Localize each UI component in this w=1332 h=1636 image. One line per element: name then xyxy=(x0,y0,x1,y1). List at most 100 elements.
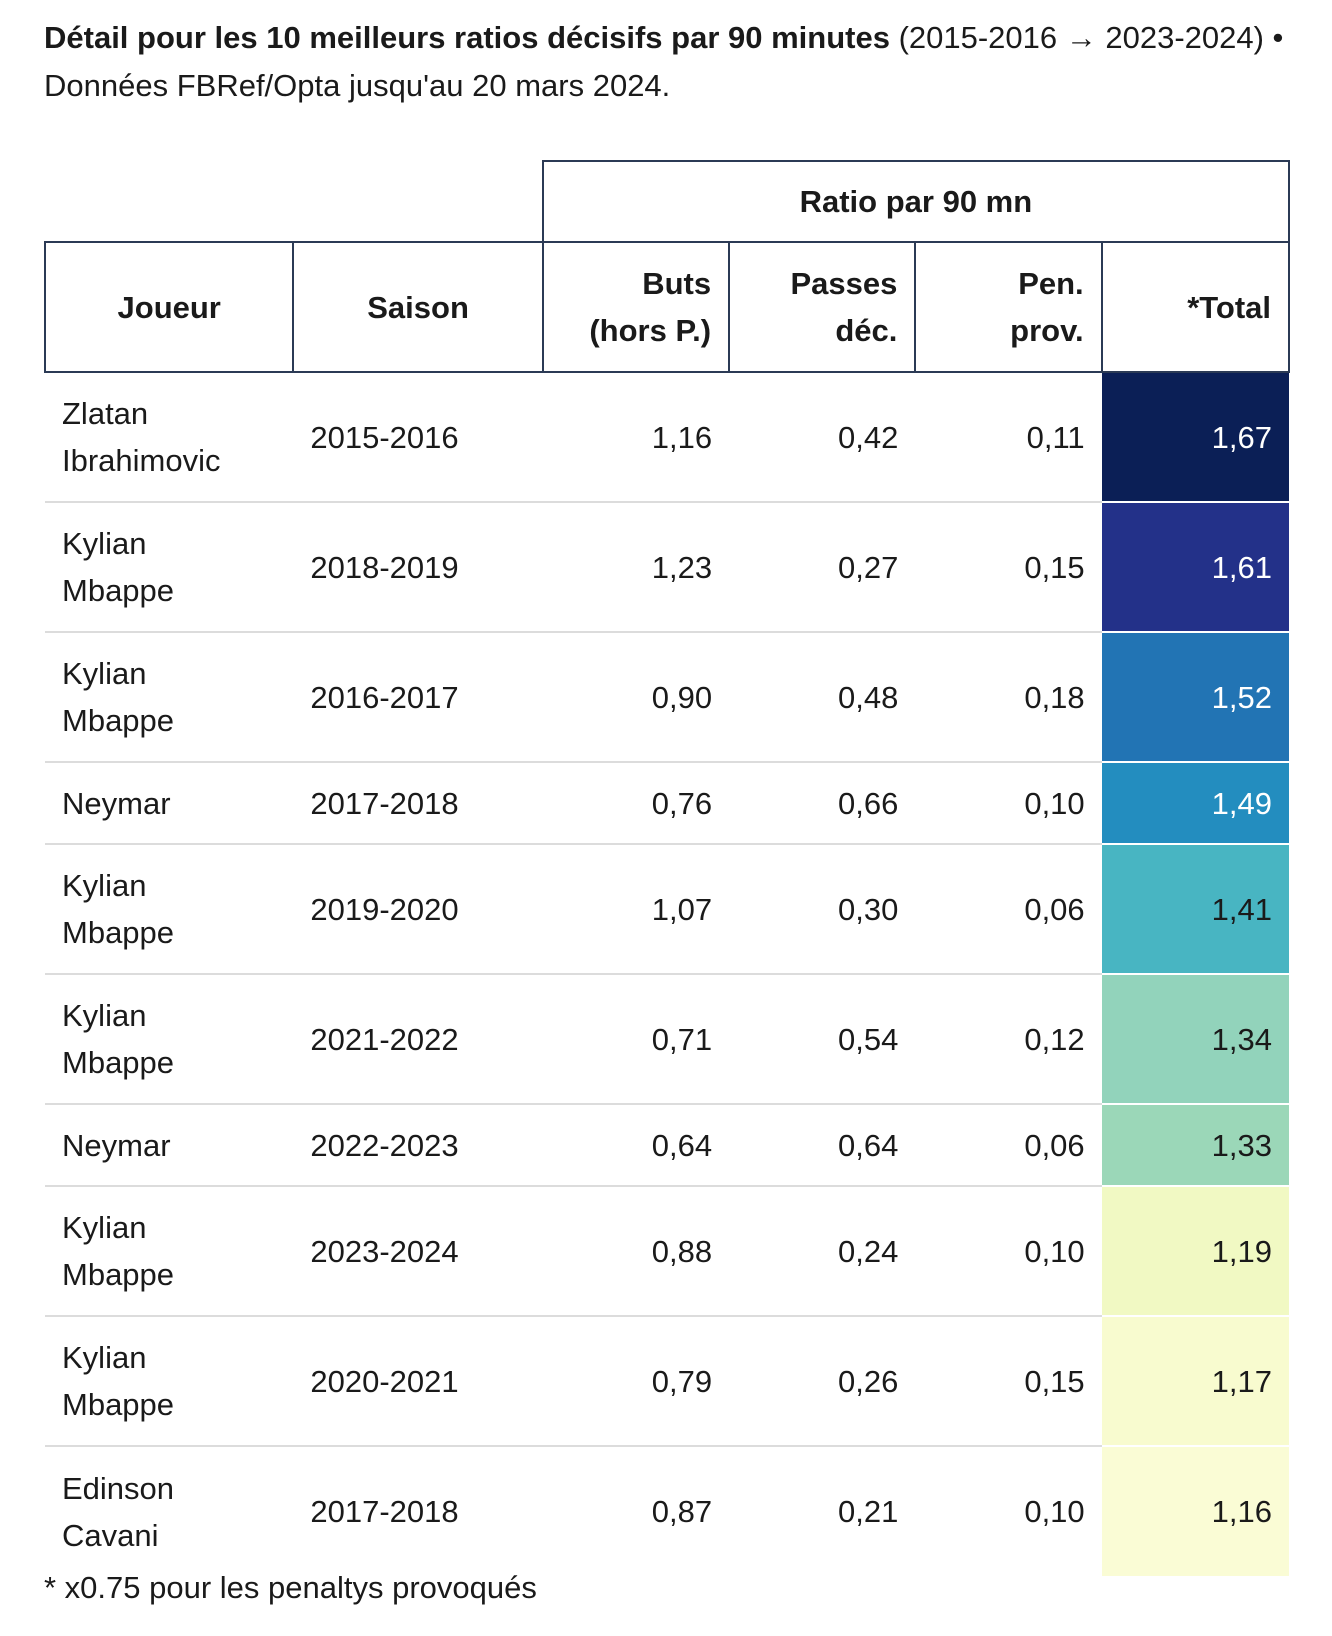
cell-goals: 0,90 xyxy=(542,632,730,763)
player-last-name: Cavani xyxy=(62,1517,159,1553)
cell-season: 2020-2021 xyxy=(293,1316,543,1447)
col-header-goals: Buts (hors P.) xyxy=(541,241,731,373)
col-header-penalties: Pen. prov. xyxy=(914,241,1103,373)
cell-total: 1,19 xyxy=(1101,1186,1289,1317)
player-first-name: Neymar xyxy=(62,785,171,821)
chart-container: Détail pour les 10 meilleurs ratios déci… xyxy=(43,14,1291,1576)
player-first-name: Edinson xyxy=(62,1470,175,1506)
cell-player: Kylian Mbappe xyxy=(45,974,294,1105)
cell-goals: 1,16 xyxy=(542,372,730,503)
ratio-table: Ratio par 90 mn Joueur Saison Buts (hors … xyxy=(43,160,1291,1576)
cell-goals: 0,76 xyxy=(542,762,730,845)
player-first-name: Kylian xyxy=(62,998,147,1033)
cell-player: Neymar xyxy=(45,1104,294,1187)
group-header-spacer xyxy=(45,161,543,242)
player-first-name: Kylian xyxy=(62,1340,147,1375)
player-last-name: Mbappe xyxy=(62,1387,175,1422)
col-header-penalties-line2: prov. xyxy=(1010,313,1084,348)
cell-goals: 0,79 xyxy=(542,1316,730,1447)
cell-penalties: 0,18 xyxy=(915,632,1102,763)
table-row: Kylian Mbappe 2019-2020 1,07 0,30 0,06 1,41 xyxy=(45,844,1289,975)
col-header-penalties-line1: Pen. xyxy=(1018,266,1084,301)
cell-penalties: 0,11 xyxy=(915,372,1102,503)
cell-penalties: 0,06 xyxy=(915,844,1102,975)
player-first-name: Kylian xyxy=(62,526,147,561)
table-row: Edinson Cavani 2017-2018 0,87 0,21 0,10 1,16 xyxy=(45,1446,1289,1576)
player-last-name: Mbappe xyxy=(62,1257,175,1292)
cell-player: Kylian Mbappe xyxy=(45,1186,294,1317)
cell-total: 1,41 xyxy=(1101,844,1289,975)
cell-assists: 0,42 xyxy=(729,372,916,503)
player-last-name: Ibrahimovic xyxy=(62,443,221,478)
cell-penalties: 0,15 xyxy=(915,1316,1102,1447)
cell-goals: 0,64 xyxy=(542,1104,730,1187)
table-row: Neymar 2022-2023 0,64 0,64 0,06 1,33 xyxy=(45,1104,1289,1187)
cell-assists: 0,54 xyxy=(729,974,916,1105)
cell-season: 2015-2016 xyxy=(293,372,543,503)
player-last-name: Mbappe xyxy=(62,1045,175,1080)
cell-season: 2016-2017 xyxy=(293,632,543,763)
title-bold: Détail pour les 10 meilleurs ratios déci… xyxy=(44,20,890,55)
cell-goals: 0,71 xyxy=(542,974,730,1105)
table-row: Kylian Mbappe 2018-2019 1,23 0,27 0,15 1,61 xyxy=(45,502,1289,633)
footnote: * x0.75 pour les penaltys provoqués xyxy=(44,1570,537,1605)
cell-season: 2021-2022 xyxy=(293,974,543,1105)
cell-penalties: 0,10 xyxy=(915,762,1102,845)
table-row: Kylian Mbappe 2020-2021 0,79 0,26 0,15 1,17 xyxy=(45,1316,1289,1447)
player-last-name: Mbappe xyxy=(62,573,175,608)
cell-season: 2017-2018 xyxy=(310,1494,459,1529)
cell-player: Zlatan Ibrahimovic xyxy=(45,372,294,503)
cell-penalties: 0,12 xyxy=(915,974,1102,1105)
player-first-name: Kylian xyxy=(62,656,147,691)
cell-goals: 1,23 xyxy=(542,502,730,633)
table-row: Kylian Mbappe 2023-2024 0,88 0,24 0,10 1,19 xyxy=(45,1186,1289,1317)
cell-assists: 0,24 xyxy=(729,1186,916,1317)
cell-assists: 0,64 xyxy=(729,1104,916,1187)
cell-goals: 0,88 xyxy=(542,1186,730,1317)
cell-assists: 0,30 xyxy=(729,844,916,975)
player-last-name: Mbappe xyxy=(62,703,175,738)
cell-total: 1,49 xyxy=(1101,762,1289,845)
col-header-assists: Passes déc. xyxy=(728,241,917,373)
cell-season: 2023-2024 xyxy=(293,1186,543,1317)
cell-player: Kylian Mbappe xyxy=(45,502,294,633)
player-first-name: Neymar xyxy=(62,1127,171,1163)
table-body: Zlatan Ibrahimovic 2015-2016 1,16 0,42 0,11 1,… xyxy=(45,372,1289,1576)
table-row: Kylian Mbappe 2021-2022 0,71 0,54 0,12 1,34 xyxy=(45,974,1289,1105)
cell-player: Kylian Mbappe xyxy=(45,1316,294,1447)
cell-penalties: 0,10 xyxy=(1024,1494,1085,1529)
col-header-goals-line2: (hors P.) xyxy=(589,313,712,348)
cell-total: 1,52 xyxy=(1101,632,1289,763)
cell-assists: 0,48 xyxy=(729,632,916,763)
cell-player: Edinson Cavani xyxy=(45,1446,293,1576)
cell-season: 2019-2020 xyxy=(293,844,543,975)
cell-total: 1,67 xyxy=(1101,372,1289,503)
col-header-assists-line2: déc. xyxy=(835,313,898,348)
cell-player: Kylian Mbappe xyxy=(45,844,294,975)
col-header-season: Saison xyxy=(292,241,544,373)
cell-penalties: 0,06 xyxy=(915,1104,1102,1187)
cell-season: 2022-2023 xyxy=(293,1104,543,1187)
table-row: Neymar 2017-2018 0,76 0,66 0,10 1,49 xyxy=(45,762,1289,845)
cell-total: 1,61 xyxy=(1101,502,1289,633)
title-subtitle: (2015-2016 → 2023-2024) • Données FBRef/… xyxy=(44,20,1284,103)
cell-total: 1,16 xyxy=(1101,1446,1289,1576)
group-header-ratio: Ratio par 90 mn xyxy=(541,160,1291,243)
cell-total: 1,34 xyxy=(1101,974,1289,1105)
table-row: Zlatan Ibrahimovic 2015-2016 1,16 0,42 0,11 1,… xyxy=(45,372,1289,503)
cell-season: 2017-2018 xyxy=(293,762,543,845)
chart-title: Détail pour les 10 meilleurs ratios déci… xyxy=(44,14,1288,110)
cell-penalties: 0,15 xyxy=(915,502,1102,633)
player-first-name: Zlatan xyxy=(62,396,149,431)
col-header-assists-line1: Passes xyxy=(790,266,898,301)
cell-penalties: 0,10 xyxy=(915,1186,1102,1317)
cell-assists: 0,27 xyxy=(729,502,916,633)
player-first-name: Kylian xyxy=(62,1210,147,1245)
cell-assists: 0,21 xyxy=(838,1494,899,1529)
cell-goals: 1,07 xyxy=(542,844,730,975)
cell-player: Neymar xyxy=(45,762,294,845)
col-header-total: *Total xyxy=(1100,241,1291,373)
cell-goals: 0,87 xyxy=(651,1494,713,1529)
cell-assists: 0,66 xyxy=(729,762,916,845)
player-first-name: Kylian xyxy=(62,868,147,903)
